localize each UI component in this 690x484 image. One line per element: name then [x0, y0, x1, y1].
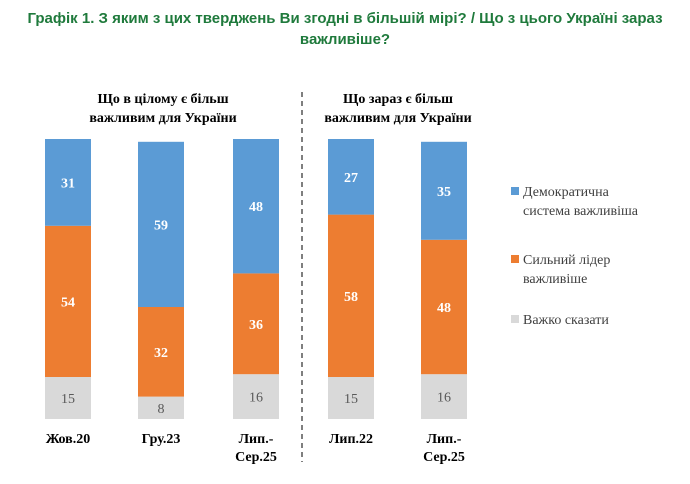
bar-segment	[45, 377, 91, 419]
bar-segment	[45, 139, 91, 226]
data-label: 16	[249, 391, 263, 406]
category-label: Жов.20	[46, 432, 91, 447]
legend-label: Важко сказати	[523, 313, 609, 328]
data-label: 16	[437, 391, 451, 406]
bar-segment	[233, 139, 279, 274]
bar-segment	[138, 141, 184, 307]
data-label: 48	[249, 200, 263, 215]
group-title: Що зараз є більш	[343, 92, 453, 107]
bar-segment	[233, 374, 279, 419]
category-label: Лип.-	[427, 432, 462, 447]
bar-segment	[328, 139, 374, 215]
bar-segment	[233, 273, 279, 375]
bar-segment	[421, 374, 467, 419]
legend-label: Демократична	[523, 185, 610, 200]
bar-segment	[328, 214, 374, 377]
legend-swatch	[511, 315, 519, 323]
group-title: Що в цілому є більш	[97, 92, 228, 107]
data-label: 54	[61, 295, 75, 310]
bar-segment	[421, 239, 467, 375]
bar-segment	[421, 141, 467, 240]
data-label: 32	[154, 346, 168, 361]
data-label: 36	[249, 318, 263, 333]
data-label: 59	[154, 218, 168, 233]
legend-swatch	[511, 255, 519, 263]
data-label: 58	[344, 290, 358, 305]
legend-label: Сильний лідер	[523, 253, 610, 268]
data-label: 27	[344, 171, 358, 186]
legend-label: важливіше	[523, 272, 587, 287]
data-label: 48	[437, 301, 451, 316]
data-label: 31	[61, 176, 75, 191]
chart-title: Графік 1. З яким з цих тверджень Ви згод…	[20, 8, 670, 50]
category-label: Сер.25	[235, 450, 277, 465]
category-label: Лип.-	[239, 432, 274, 447]
group-title: важливим для України	[89, 111, 236, 126]
group-title: важливим для України	[324, 111, 471, 126]
category-label: Лип.22	[329, 432, 373, 447]
category-label: Гру.23	[142, 432, 181, 447]
chart-title-line-1: Графік 1. З яким з цих тверджень Ви згод…	[27, 10, 663, 27]
bar-segment	[138, 396, 184, 419]
data-label: 15	[61, 392, 75, 407]
category-label: Сер.25	[423, 450, 465, 465]
data-label: 35	[437, 185, 451, 200]
data-label: 8	[158, 402, 165, 417]
legend-swatch	[511, 187, 519, 195]
bar-segment	[328, 377, 374, 419]
chart-title-line-2: важливіше?	[299, 31, 391, 48]
bar-segment	[138, 307, 184, 397]
bar-segment	[45, 225, 91, 377]
legend-label: система важливіша	[523, 204, 639, 219]
data-label: 15	[344, 392, 358, 407]
